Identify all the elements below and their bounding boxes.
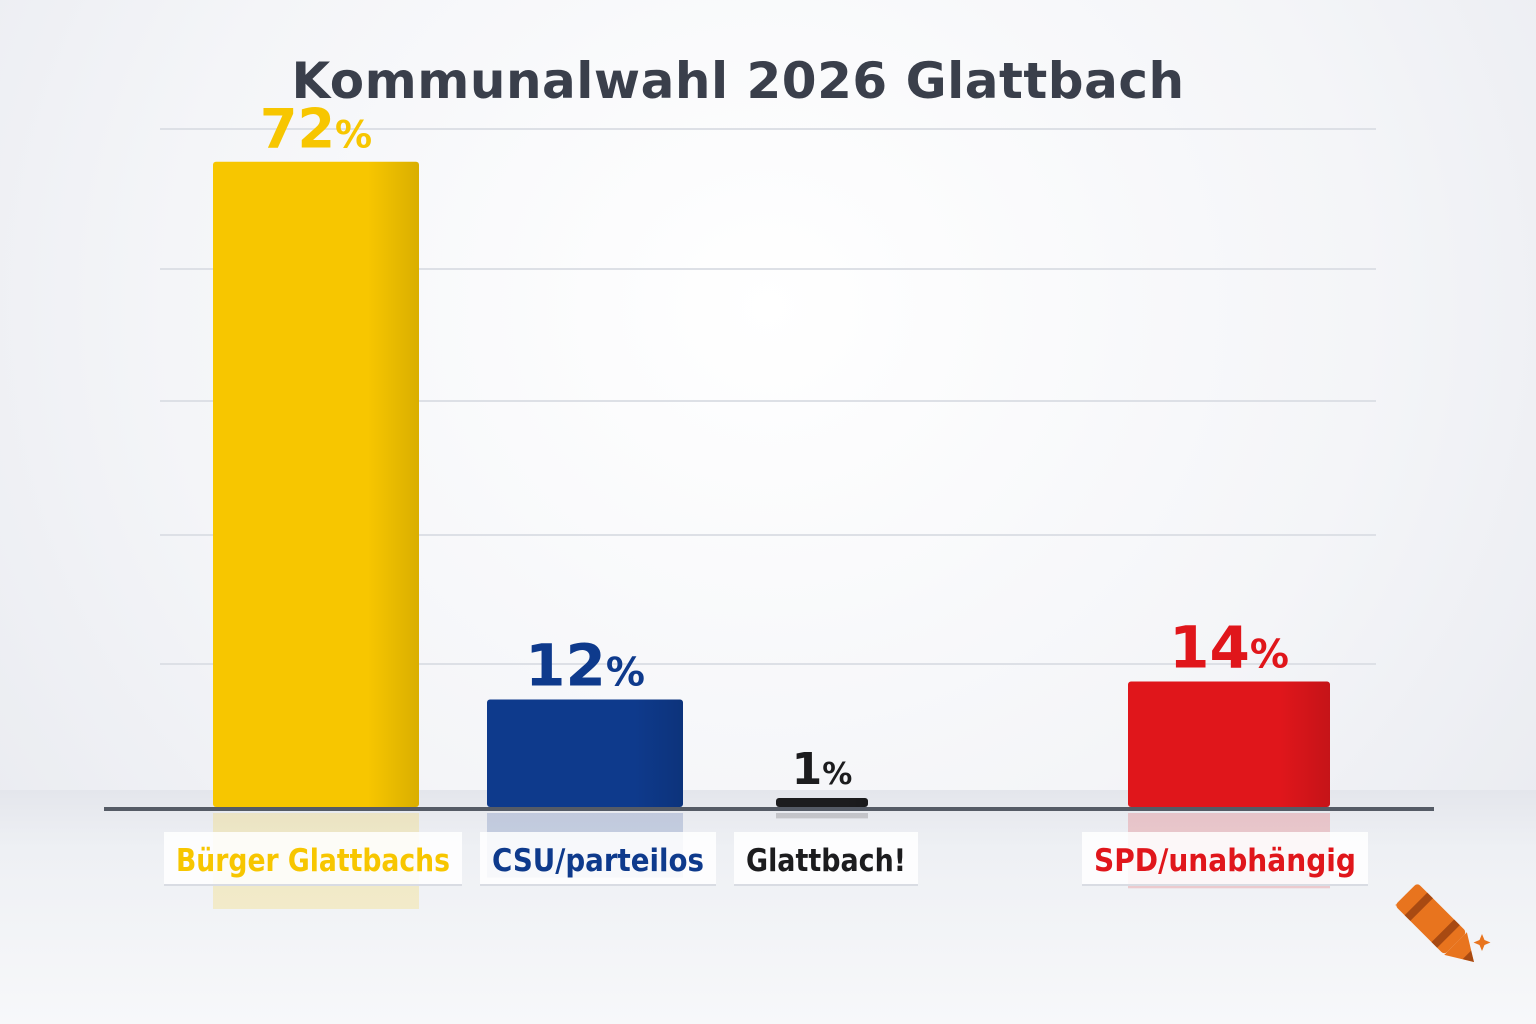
bar-shading <box>213 161 419 807</box>
category-label-plate <box>1082 832 1368 886</box>
value-suffix: % <box>822 757 852 792</box>
bars <box>213 161 1330 807</box>
bar-shading <box>1128 681 1330 807</box>
value-number: 72 <box>260 98 335 161</box>
value-label: 1% <box>792 744 853 795</box>
floor-background <box>0 790 1536 1024</box>
category-label: Bürger Glattbachs <box>176 843 450 879</box>
value-suffix: % <box>606 650 645 695</box>
category-label: CSU/parteilos <box>492 843 704 879</box>
category-label: Glattbach! <box>746 843 906 879</box>
category-label: SPD/unabhängig <box>1094 843 1356 879</box>
category-label-plate <box>734 832 918 886</box>
value-label: 72% <box>260 98 372 161</box>
category-label-plate <box>480 832 716 886</box>
value-number: 14 <box>1169 614 1250 682</box>
bar-shading <box>776 798 868 807</box>
sparkle-icon <box>1473 934 1491 951</box>
bar-shading <box>487 699 683 807</box>
category-label-plate <box>164 832 462 886</box>
value-suffix: % <box>335 114 372 157</box>
category-labels: Bürger Glattbachs CSU/parteilos Glattbach!… <box>164 832 1368 886</box>
chart-title: Kommunalwahl 2026 Glattbach <box>291 52 1185 110</box>
value-number: 12 <box>525 631 606 699</box>
value-label: 14% <box>1169 614 1289 682</box>
value-number: 1 <box>792 744 823 795</box>
value-suffix: % <box>1250 633 1289 678</box>
value-labels: 72%12%1%14% <box>260 98 1289 795</box>
value-label: 12% <box>525 631 645 699</box>
bar-reflection <box>776 813 868 819</box>
crayon-icon <box>1395 884 1491 962</box>
